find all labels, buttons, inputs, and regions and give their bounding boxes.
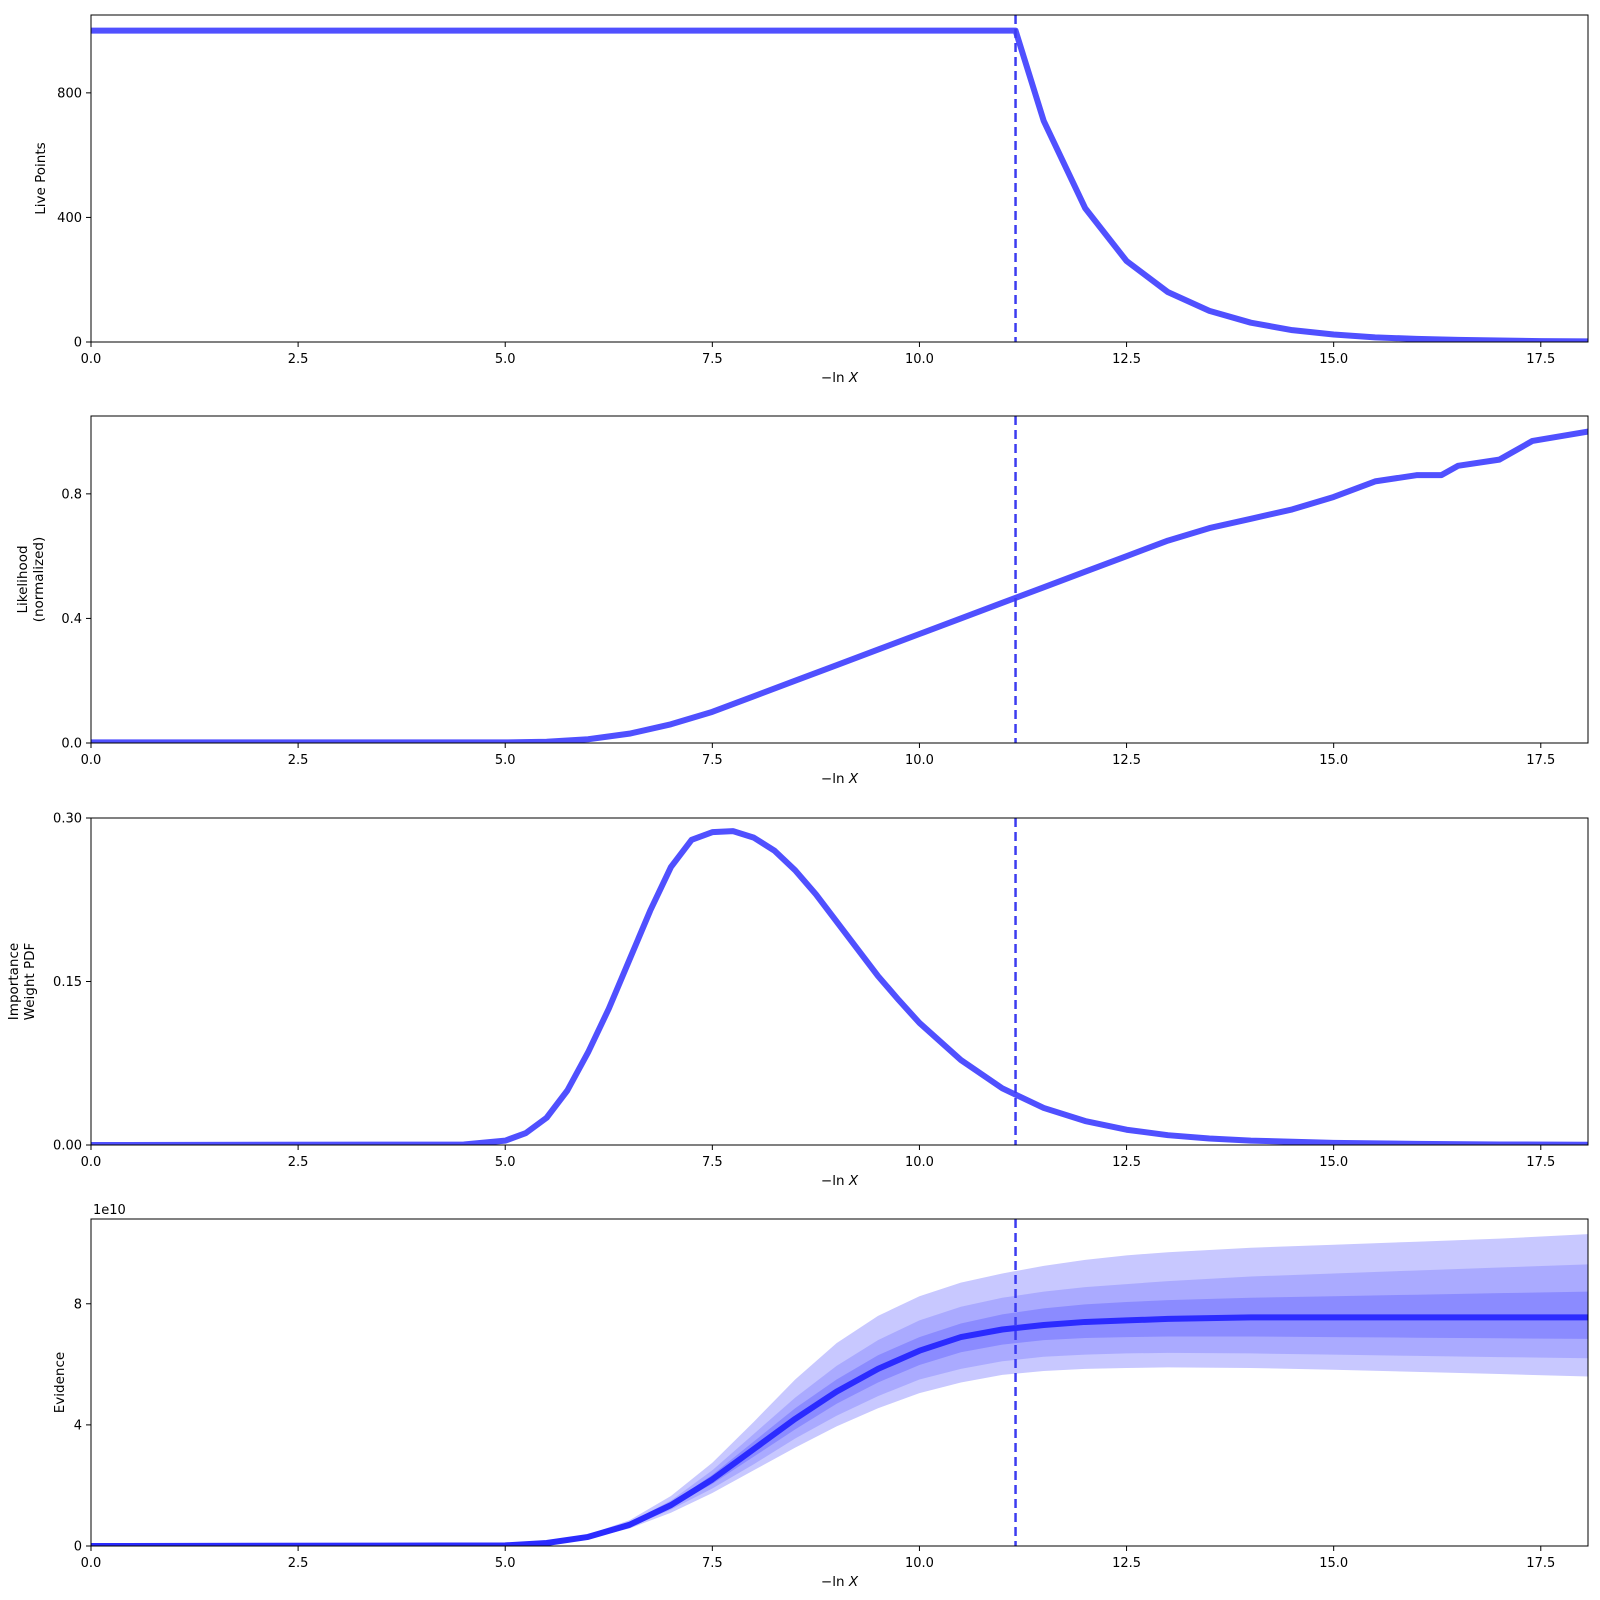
axes-frame <box>90 415 1589 744</box>
x-tick-label: 15.0 <box>1319 1155 1348 1170</box>
x-axis-label: −ln X <box>821 771 859 787</box>
x-tick-label: 7.5 <box>702 352 723 367</box>
plot-area <box>91 15 1588 342</box>
x-tick-label: 0.0 <box>81 352 102 367</box>
x-tick-label: 2.5 <box>288 1556 309 1571</box>
evidence-line <box>91 1314 1588 1546</box>
y-axis-label: Weight PDF <box>22 943 38 1021</box>
y-axis-label: Importance <box>6 943 22 1020</box>
y-tick-label: 400 <box>57 211 82 226</box>
x-tick-label: 15.0 <box>1319 1556 1348 1571</box>
x-tick-label: 7.5 <box>702 1155 723 1170</box>
axes-frame <box>90 14 1589 343</box>
panel-2: 0.0 2.5 5.0 7.5 10.0 12.5 15.0 17.5 0.0 0.4 0.8 −ln… <box>15 415 1589 787</box>
x-tick-label: 2.5 <box>288 753 309 768</box>
x-tick-label: 5.0 <box>495 753 516 768</box>
x-tick-label: 5.0 <box>495 352 516 367</box>
x-tick-label: 0.0 <box>81 1155 102 1170</box>
x-tick-label: 10.0 <box>905 753 934 768</box>
x-tick-label: 0.0 <box>81 1556 102 1571</box>
y-tick-label: 0.4 <box>61 612 82 627</box>
x-tick-label: 15.0 <box>1319 352 1348 367</box>
x-axis-label: −ln X <box>821 1574 859 1590</box>
x-tick-label: 17.5 <box>1526 352 1555 367</box>
y-axis-label: (normalized) <box>31 537 47 623</box>
x-tick-label: 2.5 <box>288 352 309 367</box>
x-tick-label: 17.5 <box>1526 1155 1555 1170</box>
y-offset-label: 1e10 <box>93 1203 126 1218</box>
x-axis-label: −ln X <box>821 370 859 386</box>
y-tick-label: 0.15 <box>53 975 82 990</box>
x-tick-label: 0.0 <box>81 753 102 768</box>
y-tick-label: 0 <box>74 1540 82 1555</box>
x-tick-label: 15.0 <box>1319 753 1348 768</box>
series-line <box>91 27 1588 342</box>
x-tick-label: 12.5 <box>1112 1155 1141 1170</box>
x-tick-label: 10.0 <box>905 352 934 367</box>
x-tick-label: 10.0 <box>905 1155 934 1170</box>
y-tick-label: 0.30 <box>53 812 82 827</box>
plot-area <box>91 818 1588 1145</box>
x-tick-label: 5.0 <box>495 1155 516 1170</box>
y-axis-label: Evidence <box>52 1352 68 1413</box>
series-line <box>91 428 1588 743</box>
x-tick-label: 12.5 <box>1112 352 1141 367</box>
x-tick-label: 10.0 <box>905 1556 934 1571</box>
y-tick-label: 0.00 <box>53 1139 82 1154</box>
plot-area <box>91 1219 1588 1546</box>
y-tick-label: 0.8 <box>61 487 82 502</box>
y-tick-label: 800 <box>57 86 82 101</box>
plot-area <box>91 416 1588 743</box>
panel-4: 0.0 2.5 5.0 7.5 10.0 12.5 15.0 17.5 0 4 8 −ln X Evid… <box>52 1203 1589 1590</box>
y-axis-label: Likelihood <box>15 545 31 613</box>
x-tick-label: 17.5 <box>1526 753 1555 768</box>
x-tick-label: 2.5 <box>288 1155 309 1170</box>
series-line <box>91 828 1588 1145</box>
panel-1: 0.0 2.5 5.0 7.5 10.0 12.5 15.0 17.5 0 400 800 −ln X… <box>33 14 1589 386</box>
x-tick-label: 7.5 <box>702 1556 723 1571</box>
x-tick-label: 17.5 <box>1526 1556 1555 1571</box>
x-axis-label: −ln X <box>821 1173 859 1189</box>
y-tick-label: 0.0 <box>61 737 82 752</box>
panel-3: 0.0 2.5 5.0 7.5 10.0 12.5 15.0 17.5 0.00 0.15 0.30… <box>6 812 1589 1189</box>
y-tick-label: 0 <box>74 336 82 351</box>
x-tick-label: 5.0 <box>495 1556 516 1571</box>
y-axis-label: Live Points <box>33 142 49 214</box>
x-tick-label: 12.5 <box>1112 1556 1141 1571</box>
x-tick-label: 7.5 <box>702 753 723 768</box>
y-tick-label: 4 <box>74 1418 82 1433</box>
axes-frame <box>90 817 1589 1146</box>
axes-frame <box>90 1218 1589 1547</box>
x-tick-label: 12.5 <box>1112 753 1141 768</box>
y-tick-label: 8 <box>74 1297 82 1312</box>
